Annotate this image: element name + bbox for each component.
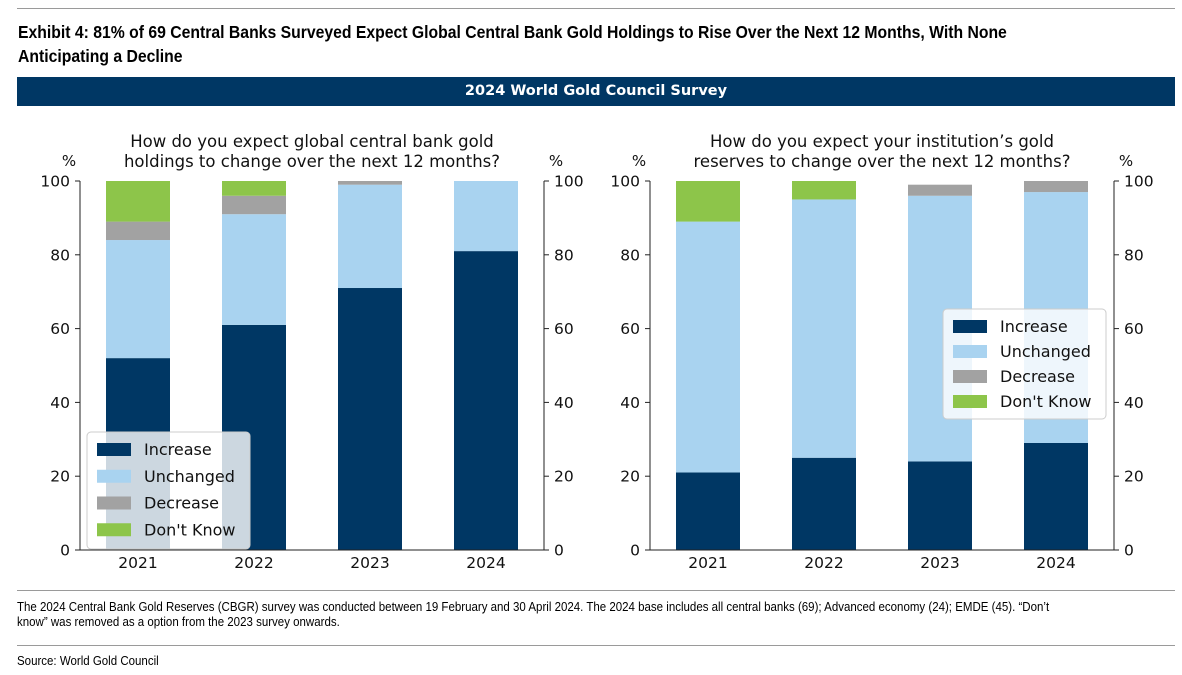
y-tick-label-left: 100 [610,173,640,191]
bar-increase-2024 [454,251,518,551]
bar-don-t-know-2022 [792,181,856,200]
y-tick-label-left: 40 [50,394,70,412]
bar-unchanged-2024 [454,181,518,252]
legend-swatch-don-t-know [953,395,987,408]
legend-label: Unchanged [1000,342,1091,361]
bar-decrease-2024 [1024,181,1088,193]
footnote: The 2024 Central Bank Gold Reserves (CBG… [17,600,1050,629]
legend-box [86,431,251,550]
bar-unchanged-2021 [106,240,170,359]
bar-increase-2023 [908,461,972,550]
bar-decrease-2023 [338,181,402,185]
bar-decrease-2021 [106,221,170,241]
legend-swatch-increase [953,320,987,333]
y-tick-label-right: 20 [1124,468,1144,486]
bar-don-t-know-2021 [106,181,170,222]
x-tick-label: 2022 [804,554,843,572]
y-axis-label-left: % [632,152,646,170]
bar-increase-2022 [792,457,856,550]
y-tick-label-right: 40 [1124,394,1144,412]
footnote-rule [17,590,1175,591]
bar-don-t-know-2022 [222,181,286,196]
y-tick-label-right: 80 [1124,246,1144,264]
legend-label: Unchanged [144,467,235,486]
y-tick-label-left: 60 [50,320,70,338]
x-tick-label: 2022 [234,554,273,572]
survey-banner: 2024 World Gold Council Survey [17,77,1175,106]
x-tick-label: 2024 [1036,554,1075,572]
legend-box [942,308,1107,420]
bar-unchanged-2021 [676,221,740,473]
y-tick-label-right: 0 [1124,542,1134,560]
legend-label: Decrease [144,494,219,513]
bar-increase-2021 [676,472,740,550]
y-tick-label-right: 100 [554,173,584,191]
bar-unchanged-2022 [792,199,856,458]
exhibit-title: Exhibit 4: 81% of 69 Central Banks Surve… [18,22,1007,66]
legend-label: Decrease [1000,367,1075,386]
legend-label: Increase [1000,317,1068,336]
legend-swatch-don-t-know [97,523,131,537]
y-tick-label-left: 100 [40,173,70,191]
y-tick-label-left: 80 [620,246,640,264]
chart-title-line: reserves to change over the next 12 mont… [694,152,1071,171]
y-tick-label-left: 20 [50,468,70,486]
x-tick-label: 2024 [466,554,505,572]
bar-decrease-2022 [222,195,286,215]
bar-unchanged-2023 [338,184,402,289]
legend: Increase Unchanged Decrease Don't Know [86,431,251,550]
y-tick-label-left: 20 [620,468,640,486]
chart-2: How do you expect your institution’s gol… [610,132,1153,572]
y-tick-label-right: 20 [554,468,574,486]
x-tick-label: 2023 [920,554,959,572]
legend-swatch-decrease [97,496,131,510]
source-rule [17,645,1175,646]
bar-decrease-2023 [908,184,972,196]
source-note: Source: World Gold Council [17,654,159,668]
bar-don-t-know-2021 [676,181,740,222]
chart-title-line: How do you expect your institution’s gol… [710,132,1054,151]
legend-label: Don't Know [1000,392,1092,411]
y-tick-label-right: 100 [1124,173,1154,191]
legend: Increase Unchanged Decrease Don't Know [942,308,1107,420]
y-axis-label-right: % [1119,152,1133,170]
y-tick-label-right: 40 [554,394,574,412]
legend-swatch-increase [97,443,131,456]
x-tick-label: 2021 [688,554,727,572]
legend-swatch-decrease [953,370,987,383]
chart-title-line: holdings to change over the next 12 mont… [124,152,500,171]
top-rule [17,8,1175,9]
chart-1: How do you expect global central bank go… [40,132,583,572]
charts-area: How do you expect global central bank go… [40,132,1153,572]
y-axis-label-right: % [549,152,563,170]
y-tick-label-left: 40 [620,394,640,412]
legend-swatch-unchanged [953,345,987,358]
legend-label: Increase [144,440,212,459]
x-tick-label: 2021 [118,554,157,572]
y-tick-label-right: 60 [1124,320,1144,338]
y-tick-label-left: 0 [630,542,640,560]
chart-title-line: How do you expect global central bank go… [130,132,494,151]
y-tick-label-left: 60 [620,320,640,338]
y-tick-label-right: 60 [554,320,574,338]
bar-unchanged-2022 [222,214,286,325]
bar-increase-2024 [1024,442,1088,550]
y-tick-label-left: 80 [50,246,70,264]
y-axis-label-left: % [62,152,76,170]
y-tick-label-right: 0 [554,542,564,560]
legend-label: Don't Know [144,520,236,539]
bar-increase-2023 [338,288,402,550]
y-tick-label-left: 0 [60,542,70,560]
legend-swatch-unchanged [97,469,131,483]
x-tick-label: 2023 [350,554,389,572]
y-tick-label-right: 80 [554,246,574,264]
